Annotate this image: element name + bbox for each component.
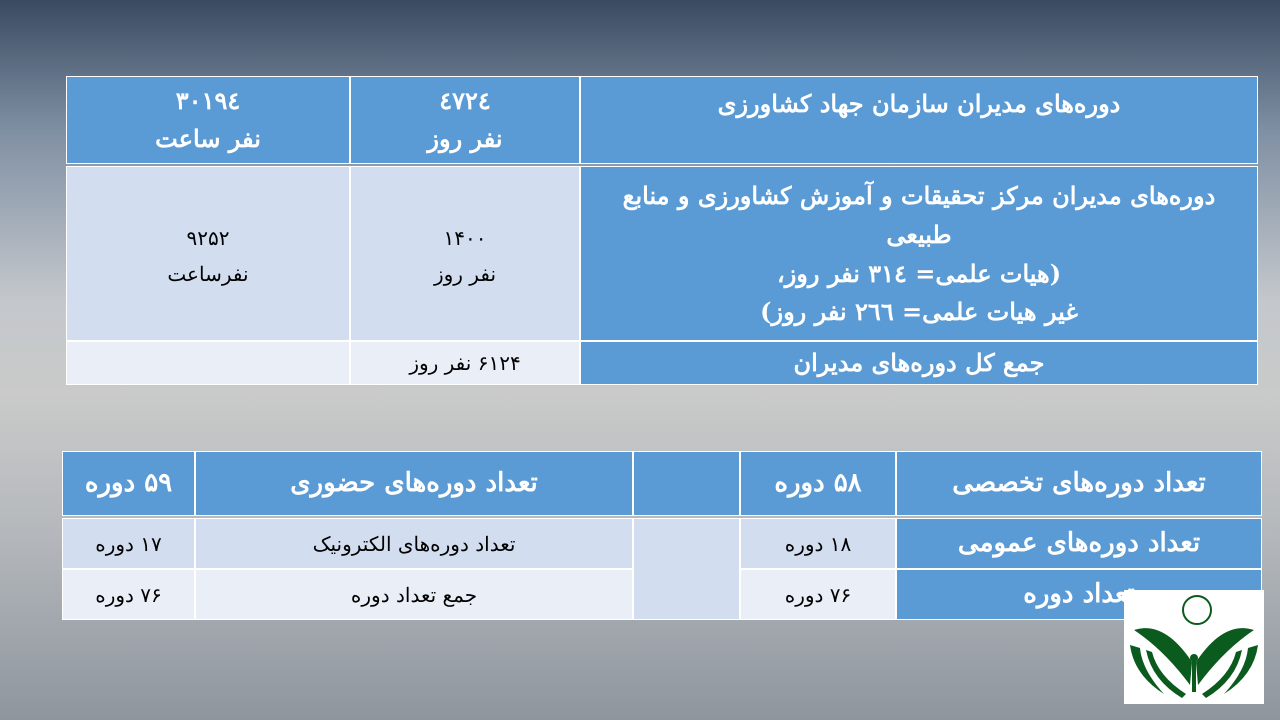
total-person-hour xyxy=(66,341,350,385)
unit: نفر ساعت xyxy=(155,124,261,153)
value: ۵۹ دوره xyxy=(84,467,173,498)
specialized-value: ۵۸ دوره xyxy=(740,451,896,516)
label: تعداد دوره xyxy=(1023,578,1135,609)
general-label: تعداد دوره‌های عمومی xyxy=(896,518,1262,569)
value: ٤٧٢٤ xyxy=(439,85,491,115)
title-line: (هیات علمی= ٣١٤ نفر روز، xyxy=(776,258,1062,288)
general-value: ۱۸ دوره xyxy=(740,518,896,569)
value: ۵۸ دوره xyxy=(774,467,862,498)
value: ۱۴۰۰ xyxy=(443,225,487,250)
value: ۷۶ دوره xyxy=(784,582,852,607)
spacer-cell xyxy=(633,518,740,620)
total-title: جمع کل دوره‌های مدیران xyxy=(580,341,1258,385)
label: تعداد دوره‌های الکترونیک xyxy=(312,531,516,556)
sum-count-label: جمع تعداد دوره xyxy=(195,569,633,620)
header-person-day: ٤٧٢٤ نفر روز xyxy=(350,76,580,164)
value: ٣٠١٩٤ xyxy=(175,85,241,115)
title-line: دوره‌های مدیران مرکز تحقیقات و آموزش کشا… xyxy=(622,180,1216,250)
row1-person-day: ۱۴۰۰ نفر روز xyxy=(350,166,580,341)
label: جمع تعداد دوره xyxy=(350,582,478,607)
label: تعداد دوره‌های حضوری xyxy=(290,467,538,498)
in-person-label: تعداد دوره‌های حضوری xyxy=(195,451,633,516)
unit: نفرساعت xyxy=(167,261,249,286)
value: ۱۷ دوره xyxy=(95,531,162,556)
header-title: دوره‌های مدیران سازمان جهاد کشاورزی xyxy=(580,76,1258,164)
label: تعداد دوره‌های تخصصی xyxy=(952,467,1206,498)
value: ۹۲۵۲ xyxy=(186,225,230,250)
header-person-hour: ٣٠١٩٤ نفر ساعت xyxy=(66,76,350,164)
unit: نفر روز xyxy=(433,261,497,286)
total-count-value: ۷۶ دوره xyxy=(740,569,896,620)
spacer-cell xyxy=(633,451,740,516)
sum-count-value: ۷۶ دوره xyxy=(62,569,195,620)
total-title-text: جمع کل دوره‌های مدیران xyxy=(793,347,1045,377)
row1-title: دوره‌های مدیران مرکز تحقیقات و آموزش کشا… xyxy=(580,166,1258,341)
row1-person-hour: ۹۲۵۲ نفرساعت xyxy=(66,166,350,341)
label: تعداد دوره‌های عمومی xyxy=(957,527,1201,558)
electronic-label: تعداد دوره‌های الکترونیک xyxy=(195,518,633,569)
value: ۱۸ دوره xyxy=(784,531,852,556)
specialized-label: تعداد دوره‌های تخصصی xyxy=(896,451,1262,516)
jihad-agriculture-logo xyxy=(1124,590,1264,704)
logo-emblem-icon xyxy=(1130,595,1258,698)
electronic-value: ۱۷ دوره xyxy=(62,518,195,569)
value: ۶۱۲۴ نفر روز xyxy=(409,351,521,375)
value: ۷۶ دوره xyxy=(95,582,162,607)
in-person-value: ۵۹ دوره xyxy=(62,451,195,516)
title-line: غیر هیات علمی= ٢٦٦ نفر روز) xyxy=(760,297,1078,327)
header-title-text: دوره‌های مدیران سازمان جهاد کشاورزی xyxy=(717,89,1121,118)
total-person-day: ۶۱۲۴ نفر روز xyxy=(350,341,580,385)
unit: نفر روز xyxy=(427,124,503,153)
